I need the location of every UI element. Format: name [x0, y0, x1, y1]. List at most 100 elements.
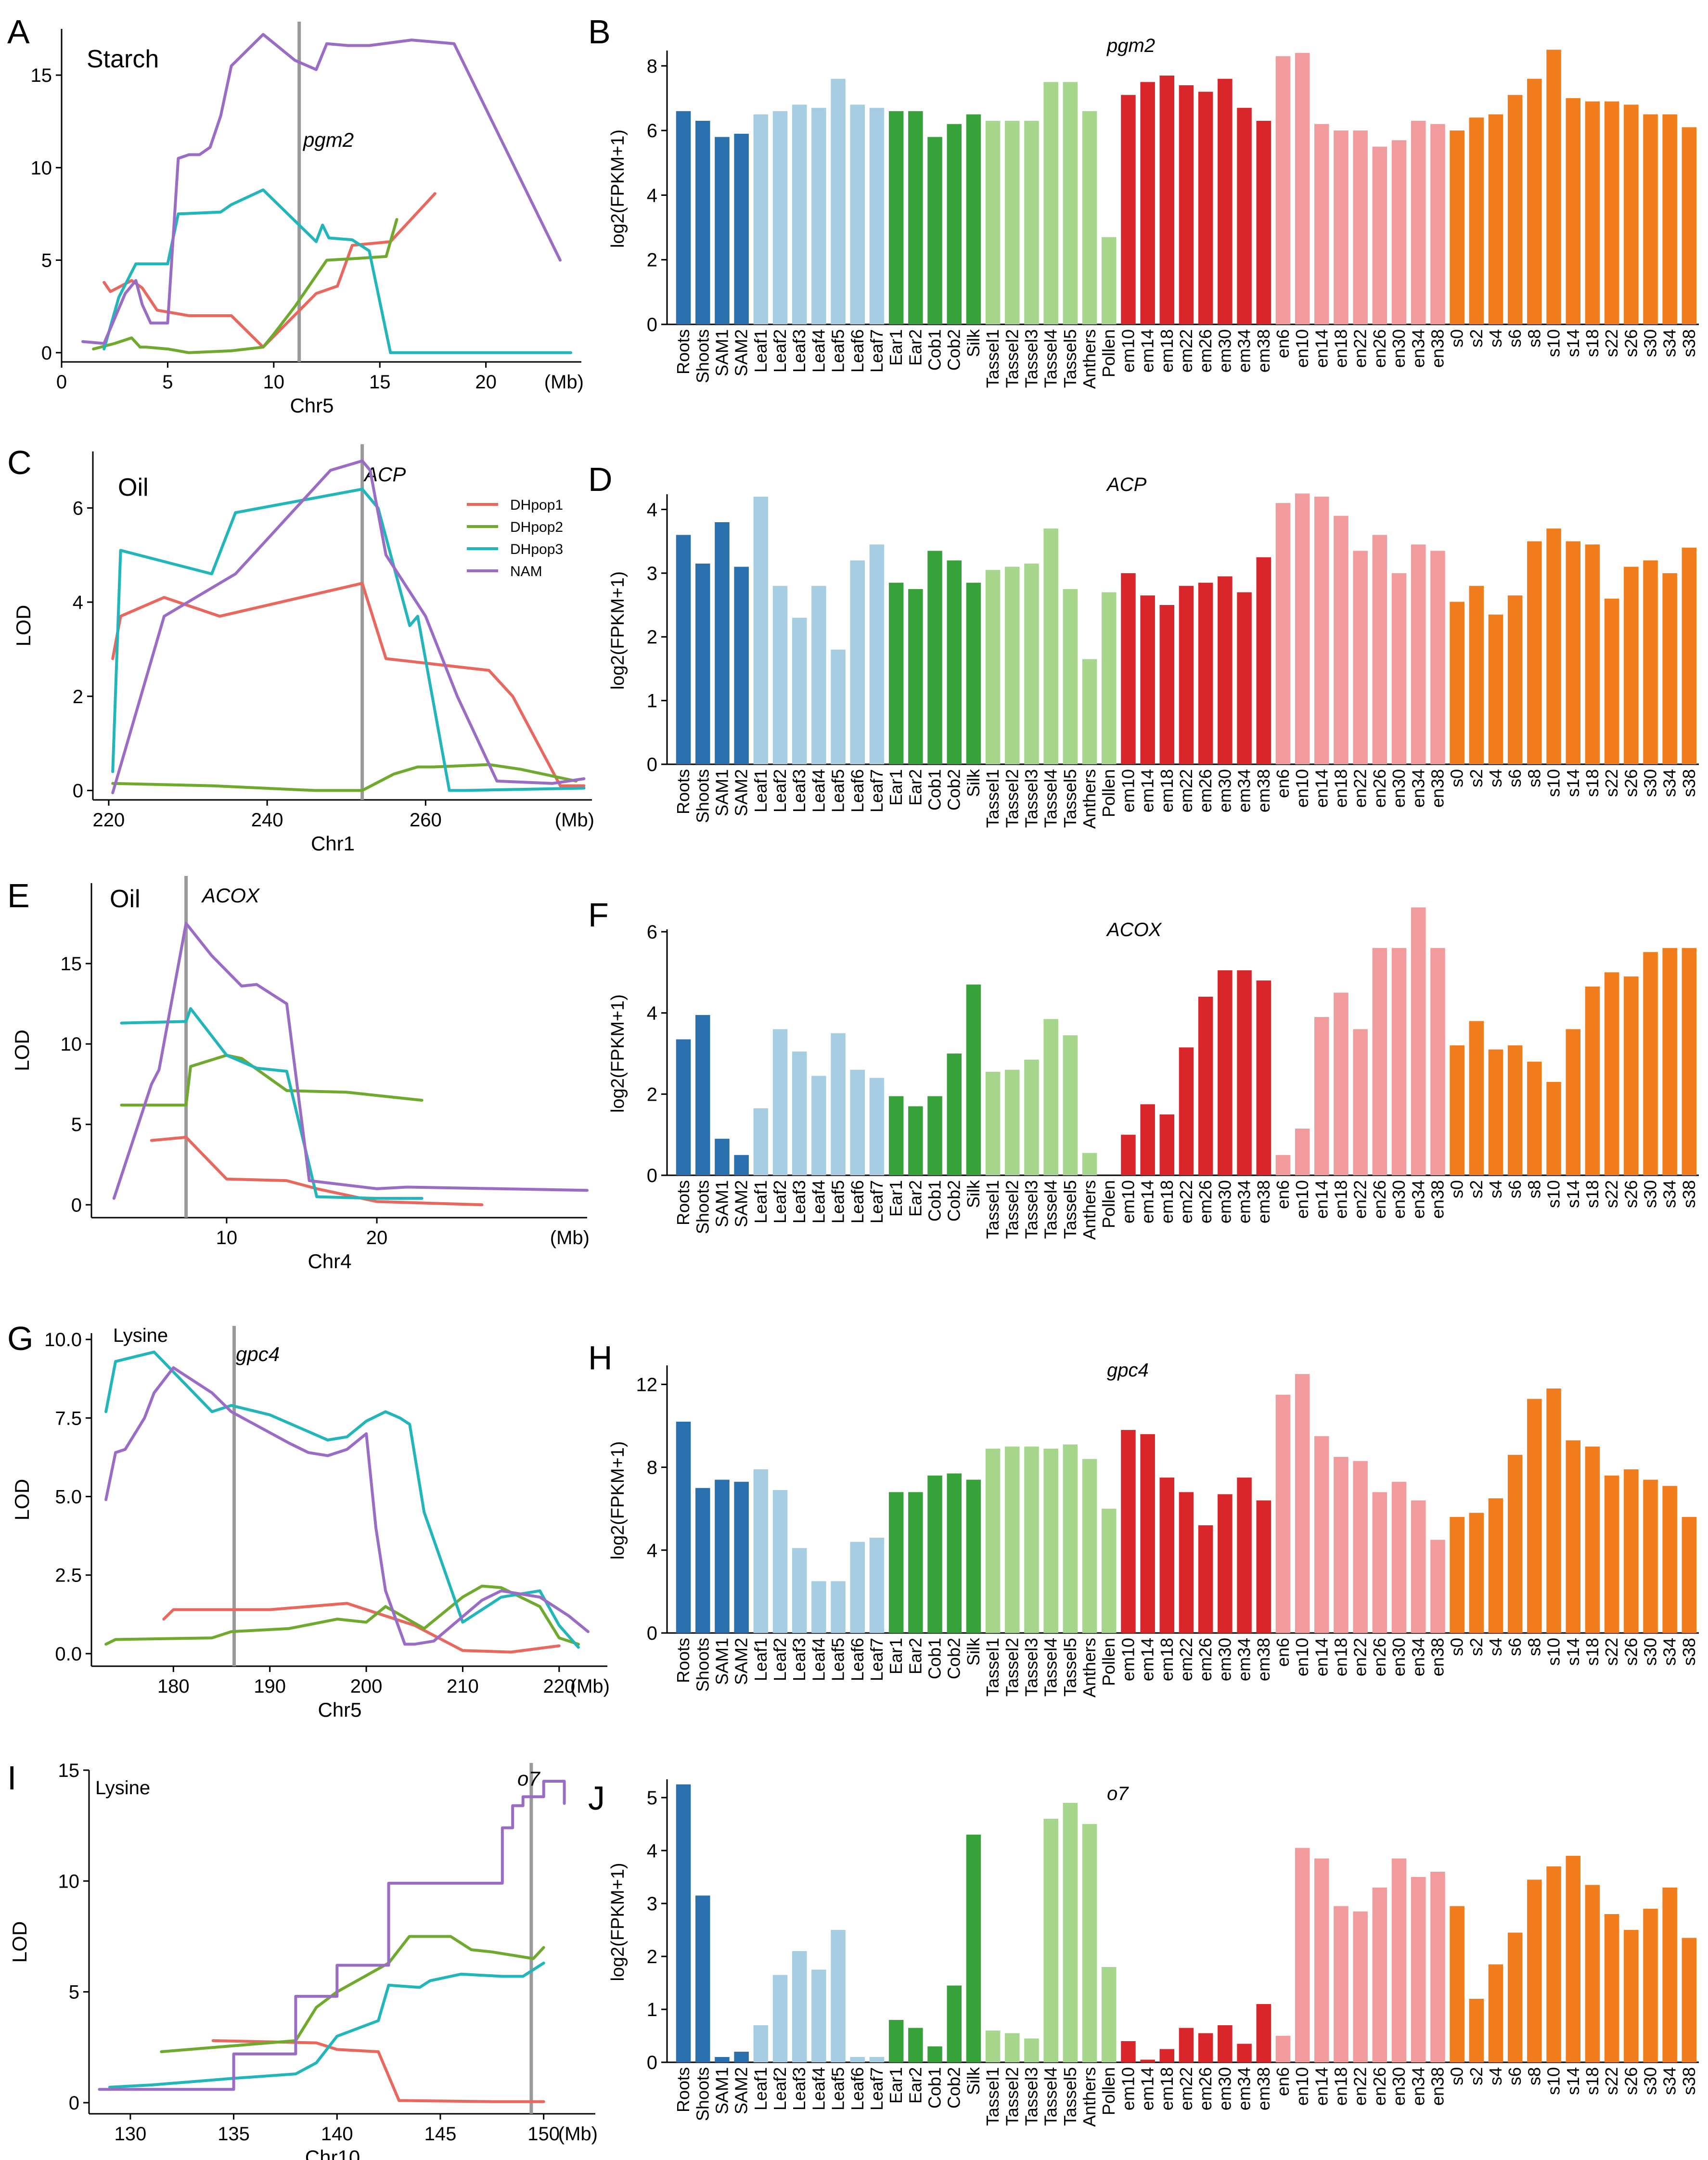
- tissue-label: Roots: [673, 329, 693, 374]
- x-tick-label: 220: [543, 1676, 575, 1697]
- bar: [1469, 117, 1484, 325]
- tissue-label: Leaf4: [809, 329, 828, 373]
- bar: [927, 1096, 942, 1175]
- bar: [1218, 78, 1233, 324]
- bar: [1566, 98, 1580, 324]
- bar: [1198, 996, 1213, 1175]
- tissue-label: Roots: [673, 1638, 693, 1683]
- tissue-label: en18: [1331, 1638, 1351, 1676]
- bar: [831, 1930, 846, 2062]
- tissue-label: SAM2: [732, 1180, 751, 1227]
- y-tick-label: 5: [647, 1787, 657, 1809]
- tissue-label: en18: [1331, 769, 1351, 808]
- bar: [1179, 85, 1194, 324]
- tissue-label: en10: [1292, 329, 1312, 368]
- tissue-label: em22: [1176, 769, 1196, 812]
- bar: [869, 108, 885, 324]
- bar: [869, 1078, 885, 1175]
- tissue-label: Tassel2: [1002, 2067, 1022, 2126]
- bar: [1372, 1888, 1387, 2062]
- bar: [1527, 1399, 1542, 1633]
- bar: [850, 104, 865, 324]
- bar: [1043, 1019, 1058, 1175]
- series-line-DHpop2: [111, 763, 578, 792]
- bar: [1295, 493, 1310, 764]
- bar: [734, 566, 749, 764]
- bar: [1024, 2038, 1039, 2062]
- bar: [850, 1069, 865, 1175]
- x-unit-label: (Mb): [544, 372, 584, 393]
- tissue-label: Leaf5: [828, 1638, 848, 1681]
- y-tick-label: 0: [647, 754, 657, 775]
- bar: [1411, 1877, 1426, 2062]
- tissue-label: Leaf3: [789, 329, 809, 373]
- tissue-label: Cob2: [944, 329, 964, 371]
- tissue-label: s6: [1505, 1180, 1525, 1198]
- tissue-label: s0: [1447, 2067, 1467, 2085]
- bar: [1566, 541, 1580, 764]
- bar: [695, 1015, 710, 1175]
- bar: [1082, 659, 1097, 764]
- tissue-label: Tassel4: [1041, 1180, 1061, 1239]
- y-axis-label: log2(FPKM+1): [608, 1441, 628, 1559]
- tissue-label: s18: [1582, 329, 1602, 357]
- bar: [1102, 1967, 1117, 2062]
- y-tick-label: 0: [647, 2052, 657, 2073]
- tissue-label: s14: [1563, 329, 1583, 357]
- tissue-label: s4: [1486, 2067, 1505, 2085]
- bar: [966, 984, 981, 1175]
- bar: [1275, 56, 1291, 324]
- tissue-label: SAM1: [712, 2067, 732, 2114]
- legend-label-DHpop1: DHpop1: [510, 497, 563, 513]
- tissue-label: Cob1: [925, 2067, 945, 2109]
- tissue-label: Roots: [673, 2067, 693, 2112]
- x-tick-label: 20: [475, 372, 497, 393]
- x-tick-label: 150: [527, 2123, 560, 2145]
- bar: [1507, 595, 1523, 764]
- tissue-label: en6: [1273, 329, 1293, 358]
- y-tick-label: 4: [647, 499, 657, 520]
- bar: [1488, 114, 1503, 324]
- bar: [792, 617, 807, 764]
- bar: [966, 1835, 981, 2062]
- x-tick-label: 190: [254, 1676, 286, 1697]
- x-tick-label: 220: [93, 810, 125, 831]
- bar: [1314, 1017, 1329, 1175]
- bar: [811, 1076, 826, 1175]
- tissue-label: em10: [1118, 769, 1138, 812]
- tissue-label: em14: [1138, 2067, 1157, 2110]
- trait-label: Oil: [110, 885, 141, 913]
- bar: [715, 2057, 730, 2062]
- bar: [792, 1051, 807, 1175]
- bar: [1043, 82, 1058, 324]
- tissue-label: s26: [1621, 769, 1641, 797]
- tissue-label: en14: [1311, 1638, 1331, 1676]
- bar: [1353, 1029, 1368, 1175]
- tissue-label: s6: [1505, 329, 1525, 347]
- tissue-label: en18: [1331, 329, 1351, 368]
- bar: [1507, 1454, 1523, 1633]
- bar: [811, 1581, 826, 1633]
- tissue-label: en26: [1370, 2067, 1389, 2106]
- bar: [1314, 124, 1329, 324]
- tissue-label: Leaf1: [751, 1180, 771, 1223]
- tissue-label: en38: [1428, 1180, 1448, 1219]
- bar: [772, 1975, 788, 2062]
- bar: [1682, 1938, 1697, 2062]
- tissue-label: Leaf1: [751, 1638, 771, 1681]
- tissue-label: Cob2: [944, 1638, 964, 1679]
- tissue-label: Tassel5: [1060, 1638, 1080, 1697]
- bar: [1198, 91, 1213, 324]
- tissue-label: Tassel1: [983, 2067, 1002, 2126]
- tissue-label: s10: [1544, 1180, 1564, 1208]
- tissue-label: em26: [1195, 1180, 1215, 1223]
- bar: [1488, 1049, 1503, 1175]
- tissue-label: s38: [1679, 1180, 1699, 1208]
- bar-panel-B: B 0 2 4 6 8 log2(FPKM+1) pgm2 Roots Shoots SAM1 SAM…: [588, 13, 1699, 389]
- tissue-label: s30: [1641, 329, 1660, 357]
- bar: [1295, 1129, 1310, 1175]
- tissue-label: Ear2: [905, 769, 925, 806]
- gene-label: ACP: [363, 463, 406, 486]
- legend-label-DHpop2: DHpop2: [510, 519, 563, 535]
